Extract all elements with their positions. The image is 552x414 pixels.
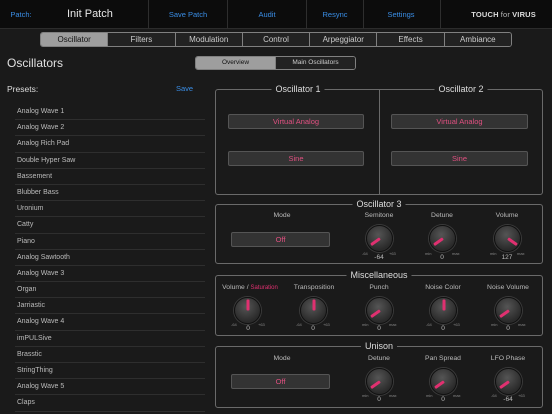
unison-mode-label: Mode [273,355,291,362]
patch-name[interactable]: Init Patch [67,8,113,20]
tab-effects[interactable]: Effects [377,33,445,46]
oscillator-3-title: Oscillator 3 [352,199,406,209]
oscillator-1-title: Oscillator 1 [271,84,325,94]
top-bar: Patch: Init Patch Save Patch Audit Resyn… [0,0,552,29]
osc2-wave-select[interactable]: Sine [391,151,528,166]
osc1-wave-select[interactable]: Sine [228,151,364,166]
subtab-main-oscillators[interactable]: Main Oscillators [276,57,355,69]
preset-item[interactable]: Brasstic [15,347,205,363]
misc-noise-color-value: 0 [441,325,445,332]
osc3-volume-value: 127 [501,254,513,261]
unison-detune-knob[interactable] [366,368,393,395]
misc-transposition-label: Transposition [293,284,335,291]
osc3-detune-knob[interactable] [429,225,456,252]
misc-transposition-value: 0 [311,325,315,332]
misc-punch-label: Punch [369,284,389,291]
divider [363,0,364,29]
osc3-semitone-value: -64 [374,254,384,261]
tab-control[interactable]: Control [242,33,311,46]
preset-item[interactable]: Bassement [15,169,205,185]
audit-button[interactable]: Audit [258,10,276,19]
main-tab-bar: Oscillator Filters Modulation Control Ar… [40,32,512,47]
osc3-semitone-knob[interactable] [366,225,393,252]
divider [227,0,228,29]
misc-volume-label: Volume / Saturation [222,284,278,291]
preset-item[interactable]: Uronium [15,201,205,218]
unison-lfo-phase-value: -64 [503,396,513,403]
unison-lfo-phase-label: LFO Phase [490,355,526,362]
unison-pan-spread-knob[interactable] [430,368,457,395]
preset-item[interactable]: Jarriastic [15,298,205,315]
tab-arpeggiator[interactable]: Arpeggiator [310,33,378,46]
misc-noise-volume-value: 0 [506,325,510,332]
preset-item[interactable]: Analog Wave 5 [15,379,205,396]
page-title: Oscillators [7,56,64,70]
misc-volume-value: 0 [246,325,250,332]
unison-title: Unison [360,341,398,351]
resync-button[interactable]: Resync [322,10,348,19]
preset-item[interactable]: StringThing [15,363,205,380]
app-logo: TOUCH for VIRUS [471,10,536,19]
unison-lfo-phase-knob[interactable] [495,368,522,395]
oscillator-2-title: Oscillator 2 [434,84,488,94]
preset-item[interactable]: Claps [15,395,205,412]
osc3-semitone-label: Semitone [364,212,394,219]
tab-filters[interactable]: Filters [108,33,176,46]
osc1-model-select[interactable]: Virtual Analog [228,114,364,129]
settings-button[interactable]: Settings [387,10,415,19]
divider [306,0,307,29]
misc-transposition-knob[interactable] [300,297,327,324]
preset-item[interactable]: Catty [15,217,205,234]
preset-item[interactable]: Blubber Bass [15,185,205,202]
unison-detune-value: 0 [377,396,381,403]
misc-noise-volume-label: Noise Volume [487,284,529,291]
preset-item[interactable]: Piano [15,234,205,250]
preset-item[interactable]: Double Hyper Saw [15,153,205,169]
unison-pan-spread-label: Pan Spread [425,355,461,362]
osc3-detune-label: Detune [431,212,453,219]
preset-item[interactable]: Analog Wave 3 [15,266,205,283]
sub-tab-bar: Overview Main Oscillators [195,56,356,70]
misc-volume-knob[interactable] [234,297,261,324]
osc3-volume-knob[interactable] [494,225,521,252]
osc2-model-select[interactable]: Virtual Analog [391,114,528,129]
misc-punch-value: 0 [377,325,381,332]
unison-pan-spread-value: 0 [441,396,445,403]
unison-mode-select[interactable]: Off [231,374,330,389]
preset-item[interactable]: Analog Rich Pad [15,136,205,153]
presets-label: Presets: [7,84,39,94]
osc3-volume-label: Volume [495,212,519,219]
patch-label[interactable]: Patch: [10,10,32,19]
misc-noise-volume-knob[interactable] [495,297,522,324]
divider [379,89,380,195]
unison-detune-label: Detune [368,355,390,362]
osc3-mode-label: Mode [273,212,291,219]
preset-list: Analog Wave 1 Analog Wave 2 Analog Rich … [15,104,205,412]
tab-modulation[interactable]: Modulation [175,33,243,46]
preset-item[interactable]: imPULSive [15,331,205,347]
miscellaneous-title: Miscellaneous [346,270,412,280]
save-preset-button[interactable]: Save [176,84,194,93]
tab-oscillator[interactable]: Oscillator [41,33,109,46]
preset-item[interactable]: Analog Wave 2 [15,120,205,137]
tab-ambiance[interactable]: Ambiance [444,33,511,46]
preset-item[interactable]: Organ [15,282,205,299]
misc-noise-color-label: Noise Color [425,284,461,291]
subtab-overview[interactable]: Overview [196,57,276,69]
preset-item[interactable]: Analog Wave 4 [15,314,205,331]
osc3-mode-select[interactable]: Off [231,232,330,247]
preset-item[interactable]: Analog Sawtooth [15,250,205,266]
misc-noise-color-knob[interactable] [430,297,457,324]
preset-item[interactable]: Analog Wave 1 [15,104,205,121]
osc3-detune-value: 0 [440,254,444,261]
divider [148,0,149,29]
misc-punch-knob[interactable] [366,297,393,324]
divider [440,0,441,29]
save-patch-button[interactable]: Save Patch [168,10,208,19]
